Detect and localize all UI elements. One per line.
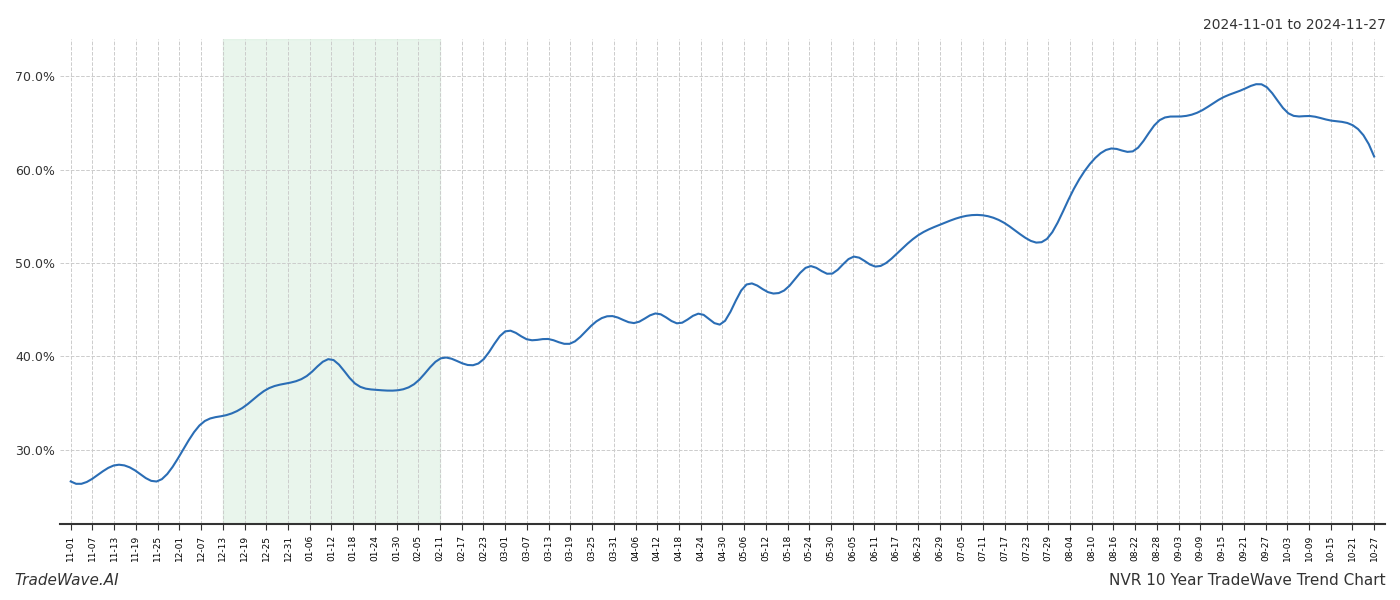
Text: TradeWave.AI: TradeWave.AI [14, 573, 119, 588]
Text: 2024-11-01 to 2024-11-27: 2024-11-01 to 2024-11-27 [1203, 18, 1386, 32]
Bar [223, 39, 440, 524]
Text: NVR 10 Year TradeWave Trend Chart: NVR 10 Year TradeWave Trend Chart [1109, 573, 1386, 588]
